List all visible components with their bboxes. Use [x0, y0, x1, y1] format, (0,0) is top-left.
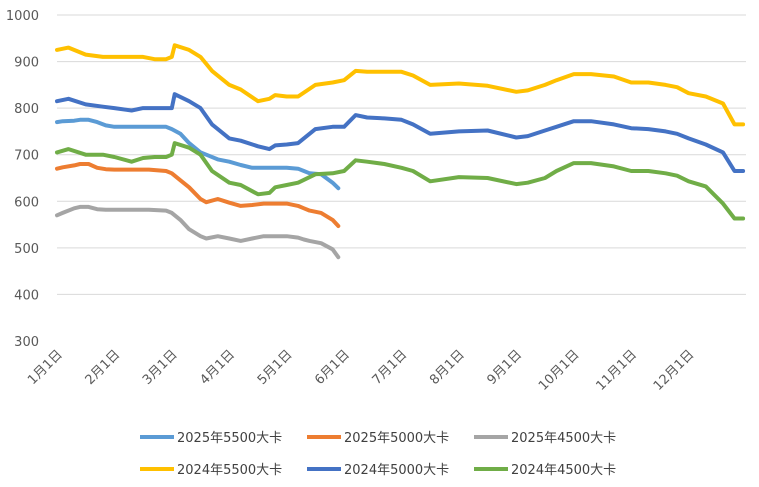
legend-label: 2025年5000大卡: [344, 431, 449, 446]
legend-label: 2025年4500大卡: [511, 431, 616, 446]
series-line-4: [55, 92, 746, 173]
legend-label: 2024年5500大卡: [177, 463, 282, 478]
x-tick-label: 2月1日: [83, 347, 124, 388]
x-axis-ticks: 1月1日 2月1日 3月1日 4月1日 5月1日 6月1日 7月1日 8月1日 9月1日 10月1…: [25, 347, 697, 394]
legend-label: 2025年5500大卡: [177, 431, 282, 446]
y-tick-label: 600: [14, 195, 39, 210]
y-tick-label: 500: [14, 242, 39, 257]
x-tick-label: 11月1日: [593, 347, 640, 394]
series-line-1: [55, 162, 341, 228]
series-line-3: [55, 43, 746, 127]
y-tick-label: 900: [14, 56, 39, 71]
legend-label: 2024年4500大卡: [511, 463, 616, 478]
x-tick-label: 3月1日: [140, 347, 181, 388]
x-tick-label: 10月1日: [536, 347, 583, 394]
x-tick-label: 8月1日: [427, 347, 468, 388]
x-tick-label: 5月1日: [255, 347, 296, 388]
y-tick-label: 700: [14, 149, 39, 164]
series-line-5: [55, 141, 746, 221]
x-tick-label: 12月1日: [651, 347, 698, 394]
y-tick-label: 1000: [6, 9, 39, 24]
x-tick-label: 9月1日: [484, 347, 525, 388]
series-line-2: [55, 204, 341, 260]
y-tick-label: 800: [14, 102, 39, 117]
legend: 2025年5500大卡 2025年5000大卡 2025年4500大卡 2024年55…: [140, 431, 616, 478]
x-tick-label: 7月1日: [370, 347, 411, 388]
x-tick-label: 6月1日: [312, 347, 353, 388]
x-tick-label: 4月1日: [197, 347, 238, 388]
legend-label: 2024年5000大卡: [344, 463, 449, 478]
series-lines: [55, 43, 746, 260]
y-tick-label: 400: [14, 288, 39, 303]
x-tick-label: 1月1日: [25, 347, 66, 388]
y-axis-ticks: 300 400 500 600 700 800 900 1000: [6, 9, 39, 350]
gridlines: [57, 14, 746, 295]
y-tick-label: 300: [14, 335, 39, 350]
